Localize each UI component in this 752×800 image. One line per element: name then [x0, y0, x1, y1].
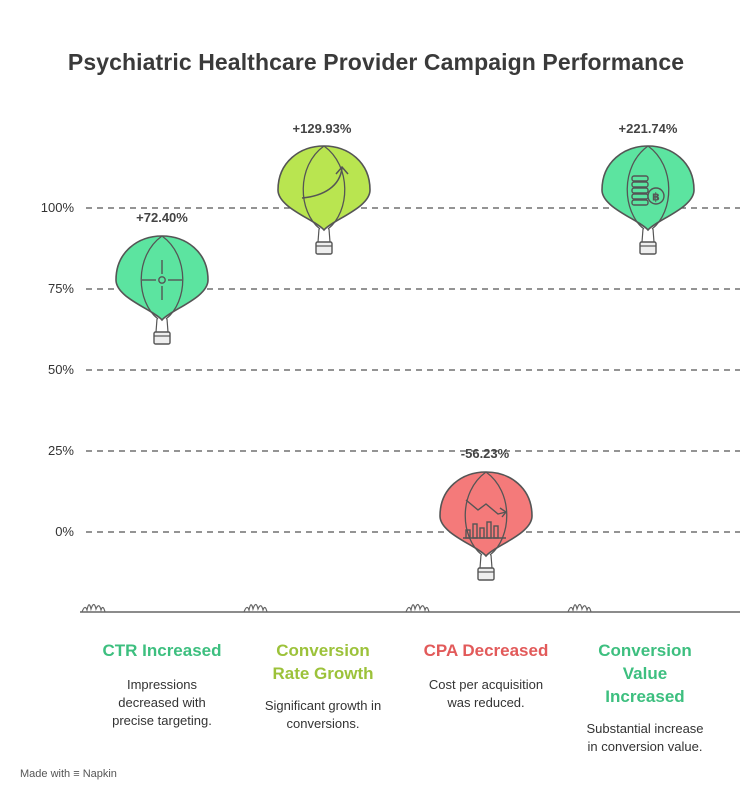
made-with-text: Made with — [20, 768, 71, 780]
balloon-cpa-rope-r — [490, 554, 493, 569]
balloon-conversion-value-rope-l — [641, 228, 644, 243]
balloon-cpa-gore-l — [464, 471, 487, 556]
column-desc-conversion-value: Substantial increase in conversion value… — [586, 721, 704, 754]
balloon-ctr-gore-r — [161, 235, 184, 320]
balloon-conversion-value-basket — [639, 241, 657, 255]
balloon-ctr-envelope — [115, 235, 209, 322]
grass-tuft-2 — [405, 603, 430, 613]
balloon-conversion-rate-rope-r — [328, 228, 331, 243]
balloon-conversion-rate-rope-l — [317, 228, 320, 243]
napkin-logo-icon: ≡ — [73, 768, 80, 780]
value-label-conversion-rate: +129.93% — [292, 121, 352, 136]
balloon-cpa-envelope — [439, 471, 533, 558]
tick-label-0: 0% — [55, 524, 74, 539]
balloon-ctr-rope-r — [166, 318, 169, 333]
balloon-cpa-basket — [477, 567, 495, 581]
balloon-ctr — [115, 235, 209, 345]
column-desc-cpa: Cost per acquisition was reduced. — [428, 677, 544, 710]
footer: Made with ≡ Napkin — [20, 768, 117, 780]
tick-label-50: 50% — [47, 362, 74, 377]
balloon-conversion-rate-gore-r — [323, 145, 346, 230]
growth-arrow-icon — [301, 165, 349, 199]
column-title-conversion-value: Conversion Value Increased — [598, 641, 692, 706]
value-label-ctr: +72.40% — [136, 210, 188, 225]
balloon-conversion-value: ฿ — [601, 145, 695, 255]
column-desc-ctr: Impressions decreased with precise targe… — [112, 677, 212, 728]
svg-text:฿: ฿ — [652, 191, 660, 204]
balloon-cpa-rope-l — [479, 554, 482, 569]
balloon-conversion-value-rope-r — [652, 228, 655, 243]
value-label-cpa: -56.23% — [460, 446, 510, 461]
balloon-cpa — [439, 471, 533, 581]
balloon-conversion-value-gore-l — [626, 145, 649, 230]
balloon-ctr-gore-l — [140, 235, 163, 320]
grass-tuft-0 — [81, 603, 106, 613]
value-label-conversion-value: +221.74% — [618, 121, 678, 136]
grass-tuft-1 — [243, 603, 268, 613]
page-title: Psychiatric Healthcare Provider Campaign… — [67, 49, 685, 75]
balloon-conversion-value-gore-r — [647, 145, 670, 230]
tick-label-75: 75% — [47, 281, 74, 296]
declining-chart-icon — [463, 499, 508, 539]
balloon-cpa-gore-r — [485, 471, 508, 556]
coins-icon: ฿ — [631, 175, 665, 206]
column-title-ctr: CTR Increased — [102, 641, 222, 660]
balloon-conversion-rate-envelope — [277, 145, 371, 232]
tick-label-25: 25% — [47, 443, 74, 458]
column-title-cpa: CPA Decreased — [423, 641, 549, 660]
napkin-brand: Napkin — [82, 768, 117, 780]
balloon-ctr-basket — [153, 331, 171, 345]
balloon-ctr-rope-l — [155, 318, 158, 333]
balloon-conversion-rate-basket — [315, 241, 333, 255]
crosshair-icon — [142, 260, 182, 300]
column-desc-conversion-rate: Significant growth in conversions. — [264, 698, 382, 731]
tick-label-100: 100% — [40, 200, 74, 215]
balloon-conversion-rate-gore-l — [302, 145, 325, 230]
balloon-conversion-rate — [277, 145, 371, 255]
grass-tuft-3 — [567, 603, 592, 613]
column-title-conversion-rate: Conversion Rate Growth — [272, 641, 374, 683]
